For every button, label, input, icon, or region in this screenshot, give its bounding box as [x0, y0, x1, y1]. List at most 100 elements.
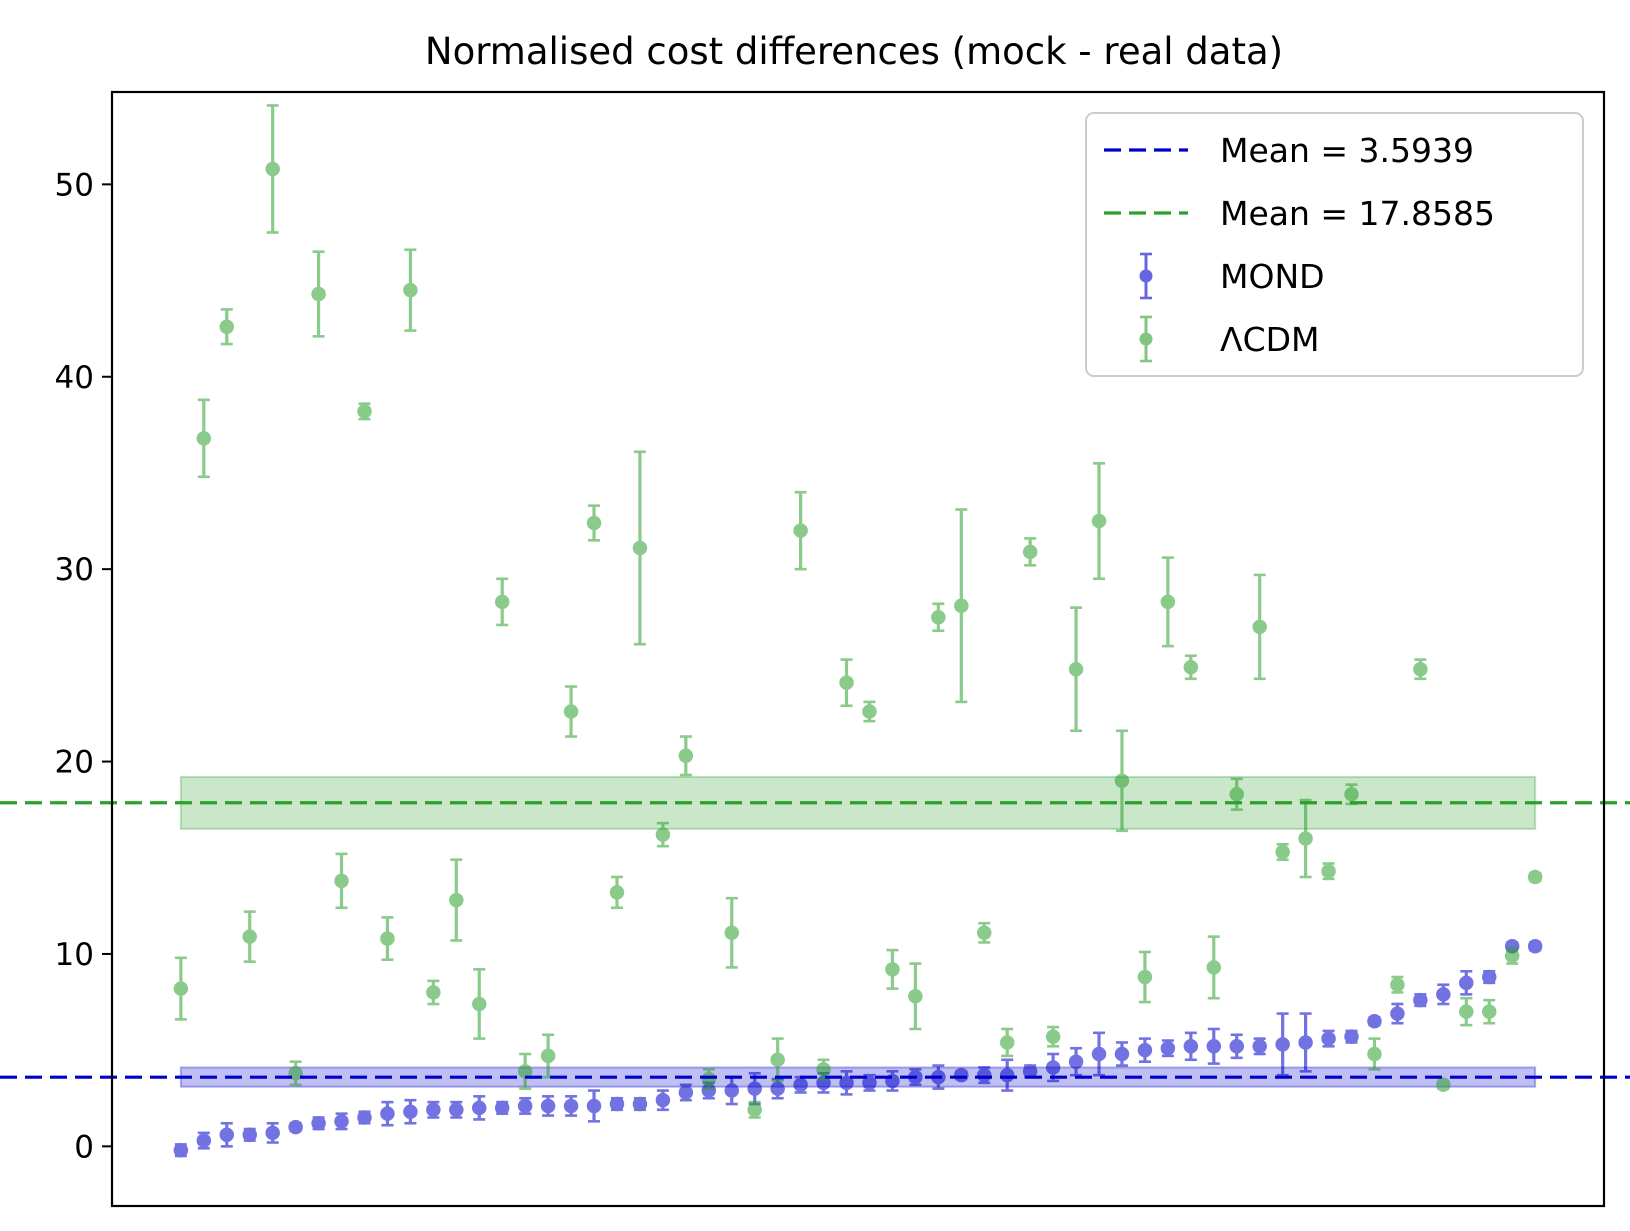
data-point	[609, 1096, 625, 1112]
marker	[1527, 939, 1543, 954]
legend-label: MOND	[1220, 257, 1325, 296]
data-point	[242, 1127, 257, 1143]
marker	[449, 892, 464, 908]
data-point	[931, 602, 946, 633]
marker	[632, 540, 648, 556]
data-point	[311, 1116, 326, 1131]
data-point	[472, 1095, 487, 1121]
marker	[242, 929, 257, 944]
data-point	[173, 1142, 189, 1158]
data-point	[1160, 556, 1176, 648]
marker	[1137, 969, 1153, 985]
marker	[196, 431, 212, 446]
marker	[747, 1102, 762, 1118]
data-point	[357, 1110, 372, 1125]
data-point	[1183, 654, 1199, 681]
marker	[793, 523, 808, 538]
data-point	[219, 1121, 235, 1148]
data-point	[403, 248, 418, 332]
data-series	[173, 104, 1543, 1158]
data-point	[1321, 862, 1336, 881]
data-point	[1091, 462, 1107, 581]
marker	[724, 925, 740, 941]
marker	[1459, 975, 1474, 991]
data-point	[1527, 869, 1543, 885]
data-point	[403, 1098, 418, 1125]
data-point	[1068, 1046, 1084, 1077]
legend-errorbar-swatch	[1139, 315, 1153, 363]
marker	[678, 1085, 694, 1100]
data-point	[1114, 729, 1130, 833]
marker	[1275, 844, 1290, 860]
marker	[1321, 863, 1336, 879]
data-point	[494, 1100, 510, 1116]
data-point	[770, 1037, 785, 1083]
data-point	[1436, 983, 1451, 1006]
marker	[494, 594, 510, 610]
data-point	[540, 1033, 556, 1079]
marker	[586, 515, 602, 531]
data-point	[678, 735, 694, 777]
data-point	[265, 1121, 280, 1144]
marker	[1390, 977, 1405, 992]
data-point	[976, 1066, 992, 1085]
marker	[1022, 544, 1038, 560]
data-point	[1183, 1031, 1199, 1062]
marker	[724, 1083, 740, 1098]
data-point	[219, 308, 235, 346]
data-point	[1206, 935, 1222, 1000]
marker	[563, 1098, 579, 1114]
data-point	[954, 508, 969, 704]
data-point	[1252, 573, 1267, 681]
data-point	[793, 1075, 808, 1094]
y-axis: 0 10 20 30 40 50	[55, 167, 112, 1165]
marker	[1183, 660, 1199, 675]
data-point	[380, 916, 395, 962]
legend-label: ΛCDM	[1220, 320, 1320, 359]
marker	[1137, 1042, 1153, 1058]
series-1	[173, 104, 1543, 1119]
data-point	[1436, 1077, 1451, 1093]
data-point	[862, 1073, 877, 1092]
data-point	[242, 910, 257, 963]
marker	[1206, 960, 1222, 975]
marker	[196, 1133, 212, 1148]
marker	[517, 1098, 533, 1114]
data-point	[862, 700, 877, 723]
marker	[1481, 1004, 1497, 1019]
y-tick-label: 20	[55, 745, 94, 781]
marker	[472, 996, 487, 1012]
marker	[1160, 594, 1176, 610]
marker	[242, 1127, 257, 1143]
data-point	[311, 250, 326, 338]
data-point	[1481, 969, 1497, 985]
data-point	[196, 1131, 212, 1150]
data-point	[999, 1027, 1015, 1058]
marker	[1229, 787, 1244, 802]
data-point	[1275, 1012, 1290, 1077]
marker	[839, 1075, 854, 1091]
data-point	[494, 577, 510, 627]
data-point	[563, 685, 579, 738]
data-point	[1504, 946, 1520, 965]
data-point	[1367, 1037, 1382, 1071]
data-point	[1252, 1037, 1267, 1056]
marker	[1436, 987, 1451, 1002]
marker	[1160, 1040, 1176, 1056]
marker	[862, 1075, 877, 1091]
marker	[747, 1081, 762, 1096]
marker	[1527, 869, 1543, 885]
data-point	[954, 1067, 969, 1083]
marker	[334, 1114, 349, 1129]
marker	[265, 161, 280, 177]
data-point	[1459, 996, 1474, 1027]
marker	[1068, 1054, 1084, 1069]
marker	[1367, 1046, 1382, 1062]
data-point	[426, 979, 441, 1006]
marker	[403, 1104, 418, 1119]
data-point	[1459, 969, 1474, 996]
marker	[265, 1125, 280, 1141]
data-point	[609, 875, 625, 910]
marker	[540, 1098, 556, 1114]
